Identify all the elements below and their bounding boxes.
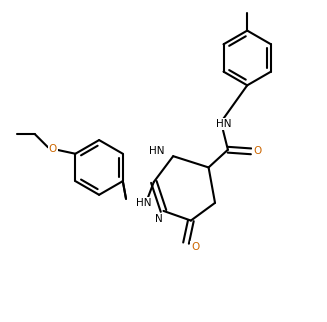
Text: HN: HN — [136, 198, 152, 208]
Text: HN: HN — [149, 146, 164, 156]
Text: N: N — [155, 214, 163, 224]
Text: O: O — [191, 242, 199, 252]
Text: O: O — [49, 144, 57, 154]
Text: HN: HN — [216, 119, 232, 129]
Text: O: O — [253, 146, 262, 156]
